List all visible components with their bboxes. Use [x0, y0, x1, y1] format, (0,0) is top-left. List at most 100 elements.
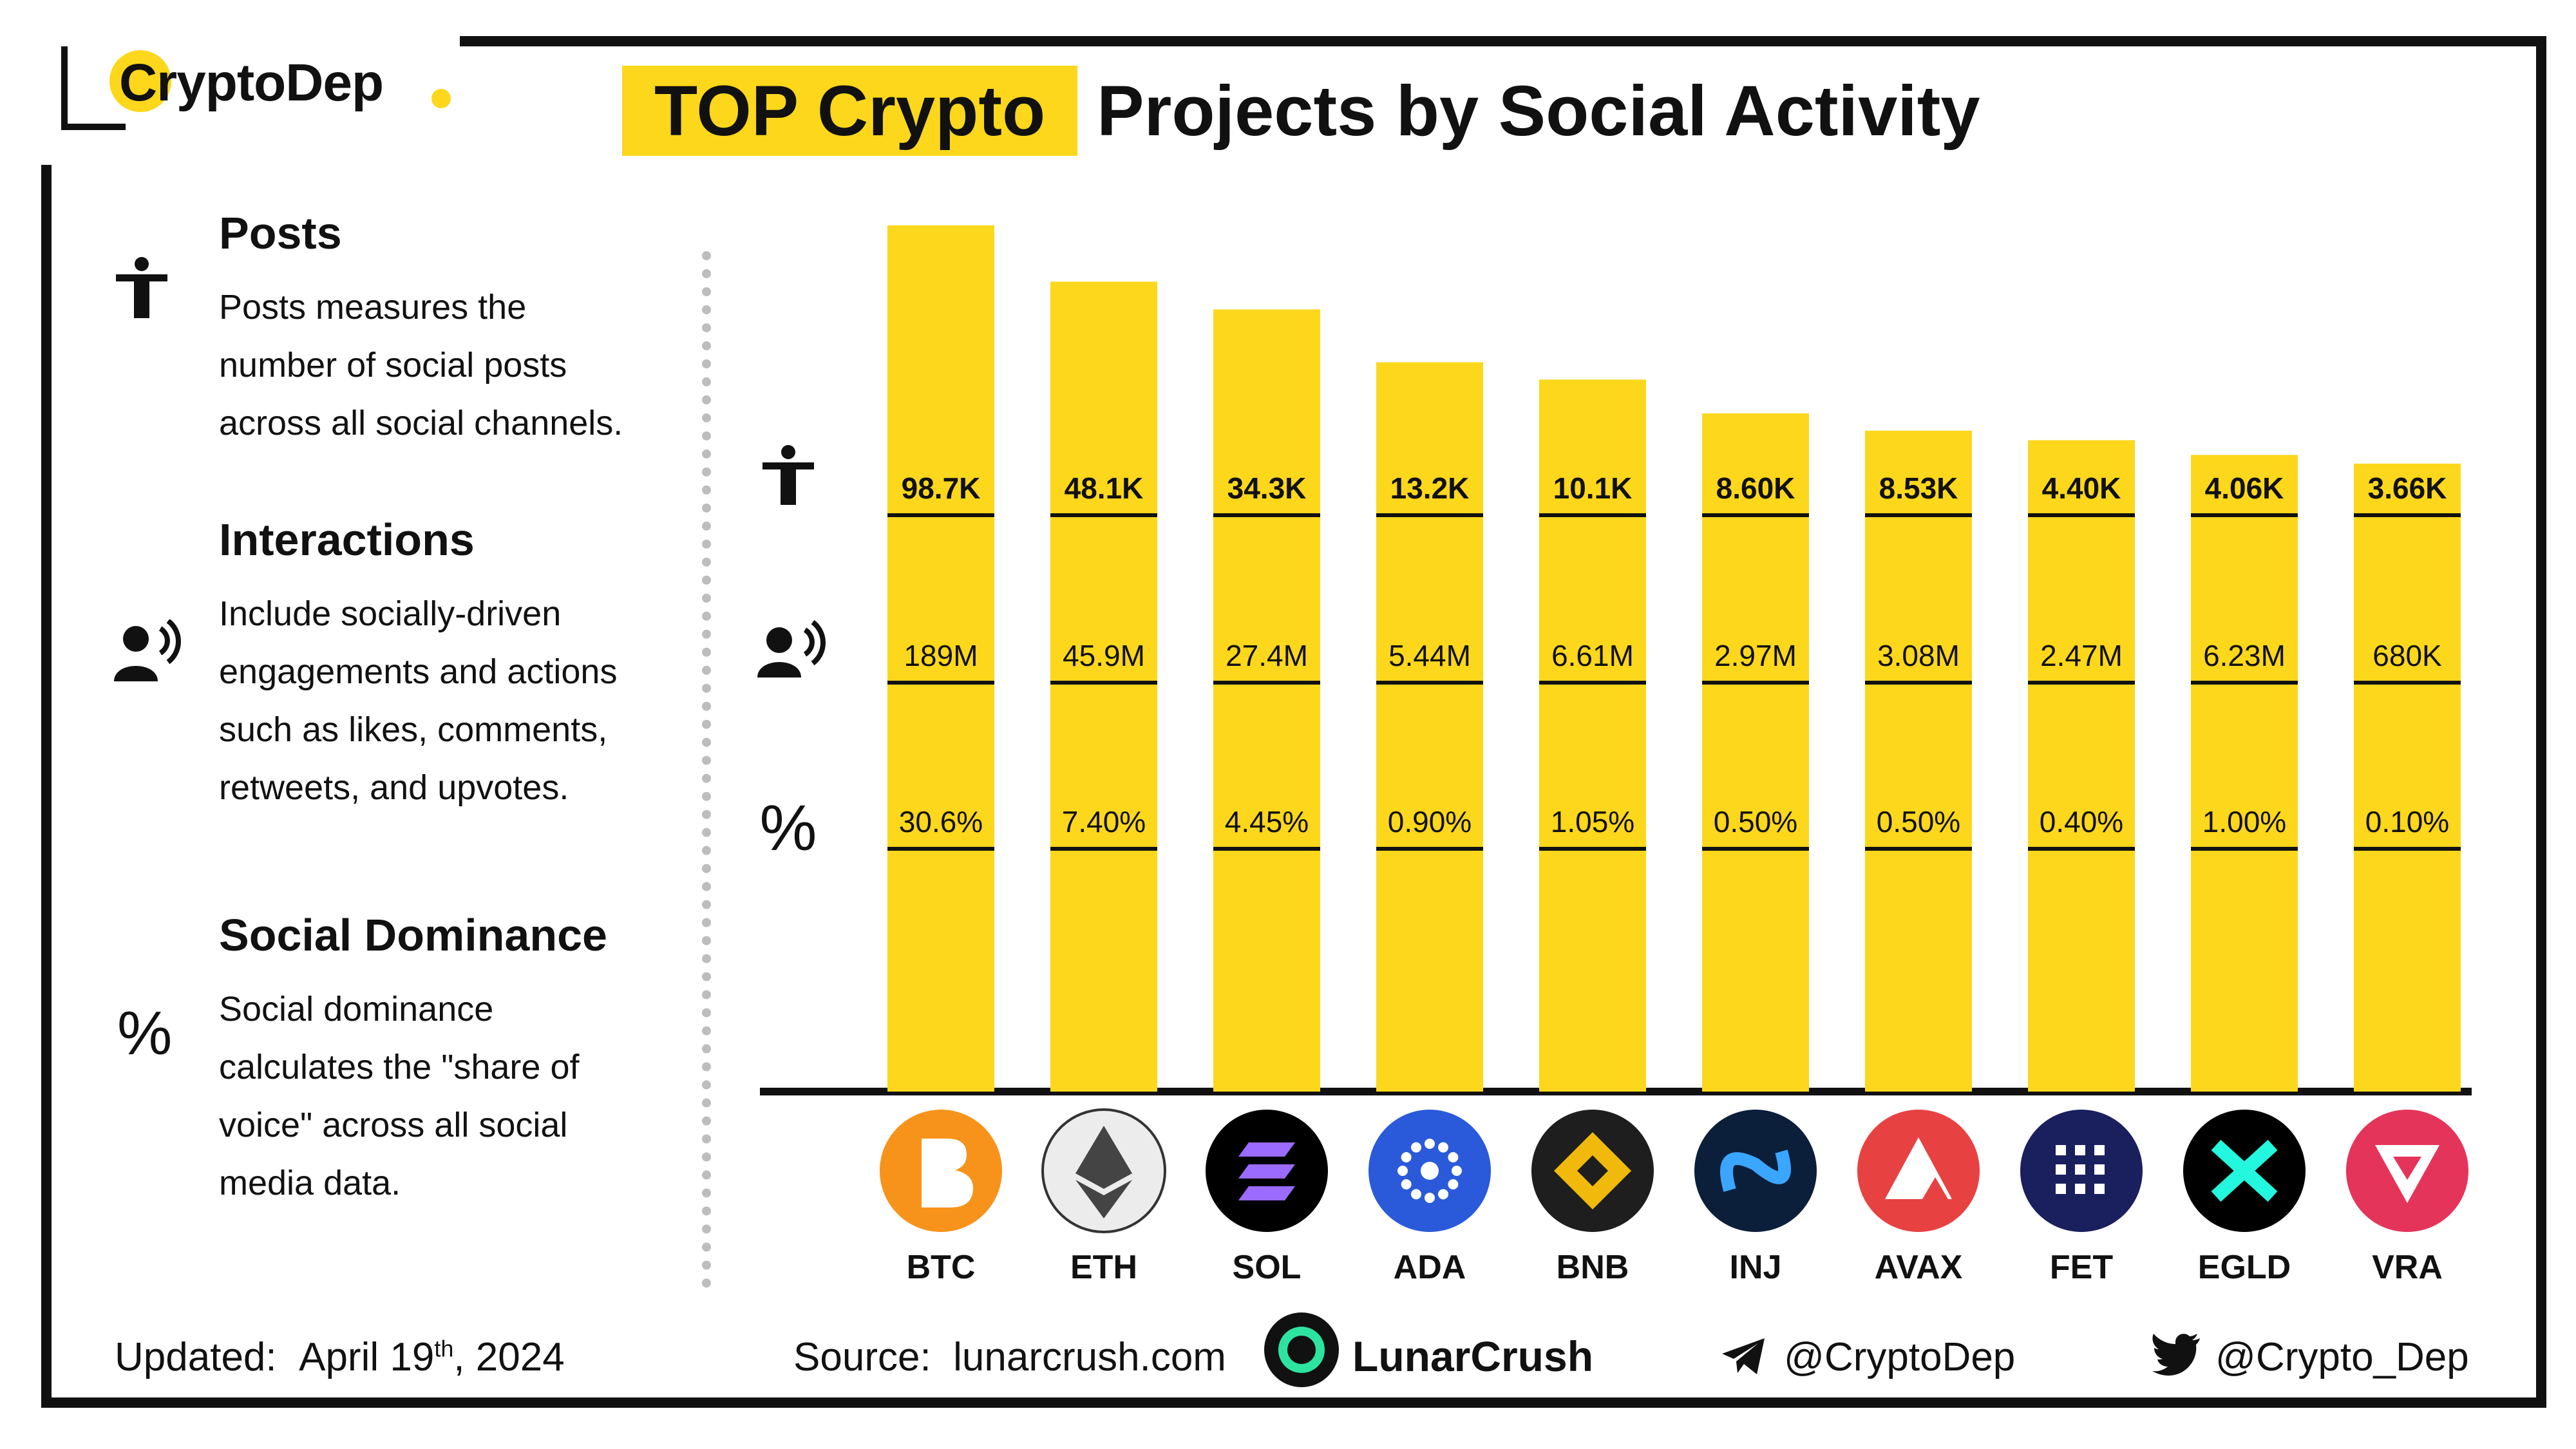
verasity-icon-glyph — [2393, 1157, 2421, 1180]
cryptodep-logo: CryptoDep — [61, 46, 451, 130]
legend-dominance-description: Social dominance calculates the "share o… — [219, 990, 580, 1202]
bar-egld — [2191, 455, 2298, 1092]
data-label-posts: 98.7K — [902, 471, 981, 505]
data-label-posts: 8.53K — [1879, 471, 1958, 505]
data-label-interactions: 189M — [904, 639, 978, 672]
lunarcrush-name: LunarCrush — [1352, 1332, 1594, 1380]
data-label-social-dominance: 7.40% — [1062, 805, 1146, 838]
fetch-dot — [2056, 1184, 2066, 1194]
legend-dominance: Social Dominance Social dominance calcul… — [219, 909, 631, 1212]
cardano-dot — [1411, 1142, 1421, 1153]
ethereum-icon-glyph — [1075, 1126, 1132, 1218]
data-label-social-dominance: 4.45% — [1225, 805, 1309, 838]
cardano-dot — [1448, 1152, 1459, 1162]
bar-inj — [1702, 413, 1809, 1092]
avalanche-icon-glyph — [1922, 1177, 1948, 1199]
data-label-posts: 4.06K — [2205, 471, 2284, 505]
twitter-handle[interactable]: @Crypto_Dep — [2215, 1335, 2469, 1379]
category-label: INJ — [1730, 1249, 1782, 1286]
cardano-dot — [1438, 1142, 1448, 1153]
data-label-interactions: 2.97M — [1714, 639, 1797, 672]
cardano-dot — [1421, 1162, 1439, 1180]
data-label-posts: 4.40K — [2042, 471, 2121, 505]
interactions-row-icon — [811, 620, 826, 666]
category-label: SOL — [1233, 1249, 1302, 1286]
data-label-social-dominance: 0.40% — [2040, 805, 2123, 838]
category-label: BTC — [907, 1249, 976, 1286]
data-label-social-dominance: 0.10% — [2365, 805, 2449, 838]
cardano-dot — [1401, 1152, 1412, 1162]
legend-posts: Posts Posts measures the number of socia… — [219, 207, 631, 452]
fetch-dot — [2094, 1184, 2105, 1194]
bar-fet — [2028, 440, 2135, 1092]
source-link[interactable]: lunarcrush.com — [953, 1335, 1226, 1379]
data-label-posts: 10.1K — [1553, 471, 1633, 505]
bar-avax — [1865, 430, 1972, 1092]
legend-posts-description: Posts measures the number of social post… — [219, 288, 623, 442]
data-label-social-dominance: 30.6% — [899, 805, 983, 838]
page-title: TOP Crypto Projects by Social Activity — [622, 66, 1980, 156]
fetch-dot — [2075, 1145, 2085, 1155]
fetch-dot — [2075, 1184, 2085, 1194]
data-label-social-dominance: 0.50% — [1714, 805, 1797, 838]
cardano-dot — [1411, 1189, 1421, 1200]
bar-bnb — [1539, 379, 1646, 1092]
interactions-row-icon — [803, 627, 815, 657]
bar-eth — [1050, 281, 1157, 1092]
source-text: Source: lunarcrush.com — [793, 1335, 1226, 1379]
category-label: AVAX — [1875, 1249, 1963, 1286]
category-label: ETH — [1070, 1249, 1137, 1286]
data-label-interactions: 45.9M — [1063, 639, 1145, 672]
data-label-social-dominance: 0.50% — [1877, 805, 1960, 838]
data-label-interactions: 5.44M — [1388, 639, 1471, 672]
bitcoin-icon-glyph — [922, 1139, 973, 1208]
legend-interactions-description: Include socially-driven engagements and … — [219, 594, 618, 807]
posts-row-icon — [781, 462, 796, 505]
bar-ada — [1376, 362, 1483, 1092]
cardano-dot — [1425, 1193, 1435, 1203]
data-label-interactions: 6.23M — [2203, 639, 2286, 672]
data-label-interactions: 6.61M — [1551, 639, 1634, 672]
posts-row-icon — [781, 445, 795, 459]
percent-icon: % — [117, 999, 173, 1068]
category-label: FET — [2050, 1249, 2113, 1286]
cardano-dot — [1438, 1189, 1448, 1200]
cardano-dot — [1448, 1179, 1459, 1189]
twitter-icon — [2152, 1334, 2200, 1376]
data-label-social-dominance: 1.05% — [1551, 805, 1634, 838]
person-icon — [116, 257, 167, 318]
bar-vra — [2354, 463, 2461, 1092]
divider — [702, 251, 711, 1288]
speaking-person-icon — [114, 620, 181, 681]
category-label: EGLD — [2198, 1249, 2291, 1286]
data-label-posts: 8.60K — [1716, 471, 1795, 505]
injective-icon-glyph — [1720, 1150, 1791, 1192]
cardano-dot — [1397, 1166, 1408, 1176]
cardano-dot — [1425, 1139, 1435, 1149]
solana-icon-glyph — [1238, 1142, 1295, 1157]
category-label: ADA — [1394, 1249, 1466, 1286]
cardano-dot — [1401, 1179, 1412, 1189]
category-label: BNB — [1557, 1249, 1629, 1286]
data-label-posts: 13.2K — [1390, 471, 1470, 505]
telegram-icon — [1722, 1338, 1765, 1374]
interactions-row-icon — [766, 627, 792, 653]
lunarcrush-icon — [1264, 1312, 1339, 1387]
solana-icon-glyph — [1238, 1186, 1295, 1200]
data-label-interactions: 680K — [2372, 639, 2442, 672]
title-highlight: TOP Crypto — [622, 66, 1078, 156]
fetch-dot — [2056, 1145, 2066, 1155]
dominance-row-icon: % — [760, 792, 817, 864]
fetch-dot — [2075, 1164, 2085, 1175]
page-frame — [41, 36, 2546, 1408]
bnb-icon-glyph — [1577, 1155, 1608, 1186]
data-label-posts: 3.66K — [2368, 471, 2447, 505]
interactions-row-icon — [757, 662, 801, 677]
fetch-dot — [2094, 1145, 2105, 1155]
fetch-dot — [2056, 1164, 2066, 1175]
telegram-handle[interactable]: @CryptoDep — [1784, 1335, 2016, 1379]
cardano-dot — [1452, 1166, 1462, 1176]
data-label-interactions: 3.08M — [1877, 639, 1960, 672]
data-label-interactions: 2.47M — [2040, 639, 2123, 672]
